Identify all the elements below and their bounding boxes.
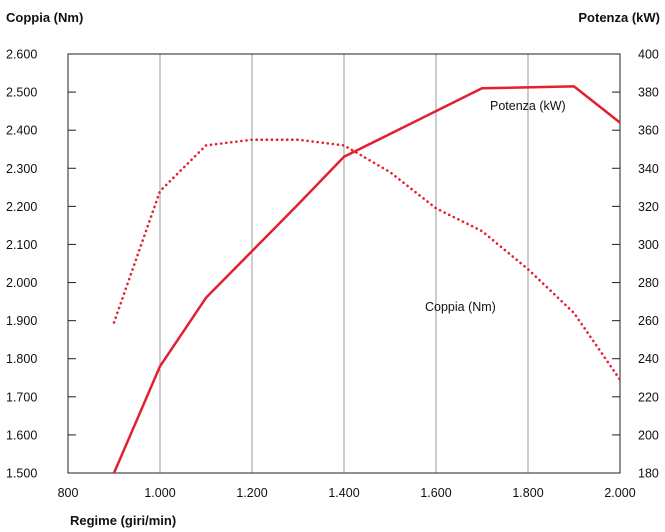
y-left-tick-label: 1.500: [6, 467, 37, 481]
y-right-tick-label: 340: [638, 162, 659, 176]
y-left-tick-label: 2.200: [6, 200, 37, 214]
y-left-tick-label: 2.100: [6, 238, 37, 252]
y-right-tick-labels: 180 200 220 240 260 280 300 320 340 360 380 400: [612, 48, 659, 481]
y-right-tick-label: 180: [638, 467, 659, 481]
y-right-tick-label: 240: [638, 352, 659, 366]
y-left-tick-label: 1.800: [6, 352, 37, 366]
series-line-potenza: [112, 85, 621, 474]
y-right-tick-label: 400: [638, 48, 659, 62]
y-right-axis-title: Potenza (kW): [578, 10, 660, 25]
x-axis-title: Regime (giri/min): [70, 513, 176, 528]
y-left-tick-label: 2.600: [6, 48, 37, 62]
y-right-tick-label: 320: [638, 200, 659, 214]
y-right-tick-label: 280: [638, 276, 659, 290]
y-left-tick-label: 2.000: [6, 276, 37, 290]
y-right-tick-label: 200: [638, 428, 659, 442]
x-tick-labels: 800 1.000 1.200 1.400 1.600 1.800 2.000: [58, 486, 636, 500]
series-lines: [112, 85, 622, 474]
x-tick-label: 1.600: [420, 486, 451, 500]
y-left-tick-label: 1.600: [6, 428, 37, 442]
series-label-coppia: Coppia (Nm): [425, 300, 496, 314]
y-right-tick-label: 300: [638, 238, 659, 252]
x-tick-label: 800: [58, 486, 79, 500]
y-right-tick-label: 360: [638, 124, 659, 138]
plot-frame: [67, 53, 621, 474]
y-left-tick-label: 2.400: [6, 124, 37, 138]
y-left-tick-label: 2.300: [6, 162, 37, 176]
x-tick-label: 1.000: [144, 486, 175, 500]
x-tick-label: 1.400: [328, 486, 359, 500]
x-tick-label: 1.200: [236, 486, 267, 500]
x-tick-label: 2.000: [604, 486, 635, 500]
y-right-tick-label: 380: [638, 86, 659, 100]
y-left-tick-label: 2.500: [6, 86, 37, 100]
grid-lines: [159, 54, 529, 473]
y-right-tick-label: 220: [638, 390, 659, 404]
y-left-tick-labels: 1.500 1.600 1.700 1.800 1.900 2.000 2.100 2.200…: [6, 48, 76, 481]
y-left-axis-title: Coppia (Nm): [6, 10, 83, 25]
y-left-tick-label: 1.700: [6, 390, 37, 404]
y-left-tick-label: 1.900: [6, 314, 37, 328]
series-line-coppia: [112, 138, 622, 382]
series-label-potenza: Potenza (kW): [490, 99, 566, 113]
y-right-tick-label: 260: [638, 314, 659, 328]
x-tick-label: 1.800: [512, 486, 543, 500]
